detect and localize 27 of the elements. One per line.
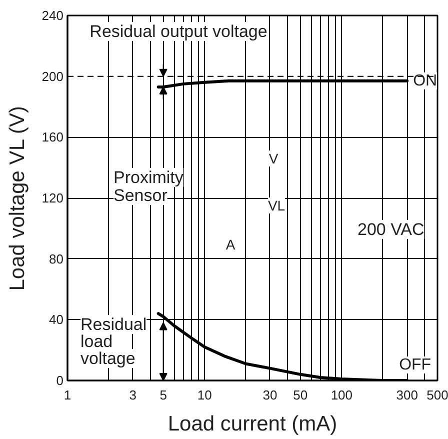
x-tick-label: 30 — [262, 388, 278, 402]
x-tick-label: 3 — [129, 388, 137, 402]
annotation: Proximity Sensor — [114, 168, 184, 205]
y-tick-label: 0 — [56, 373, 64, 388]
x-tick-label: 50 — [293, 388, 308, 402]
series-label: OFF — [399, 356, 432, 374]
y-tick-label: 80 — [49, 251, 64, 266]
annotation: A — [226, 236, 236, 252]
x-tick-label: 10 — [197, 388, 212, 402]
x-tick-label: 100 — [330, 388, 353, 402]
x-tick-label: 500 — [426, 388, 448, 402]
x-tick-label: 5 — [160, 388, 167, 402]
x-axis-title: Load current (mA) — [168, 412, 338, 436]
series-label: ON — [413, 72, 438, 90]
annotation: 200 VAC — [358, 220, 424, 239]
y-tick-label: 200 — [42, 68, 64, 84]
y-tick-label: 160 — [42, 130, 64, 145]
x-tick-label: 1 — [64, 388, 72, 402]
y-tick-label: 120 — [42, 190, 64, 206]
y-tick-label: 40 — [49, 312, 64, 328]
x-tick-label: 300 — [396, 388, 418, 402]
annotation: Residual load voltage — [80, 315, 147, 368]
y-tick-label: 240 — [42, 8, 64, 23]
y-axis-title: Load voltage VL (V) — [6, 106, 29, 291]
annotation: Residual output voltage — [90, 22, 268, 41]
annotation: VL — [268, 198, 286, 214]
annotation: V — [268, 150, 279, 166]
